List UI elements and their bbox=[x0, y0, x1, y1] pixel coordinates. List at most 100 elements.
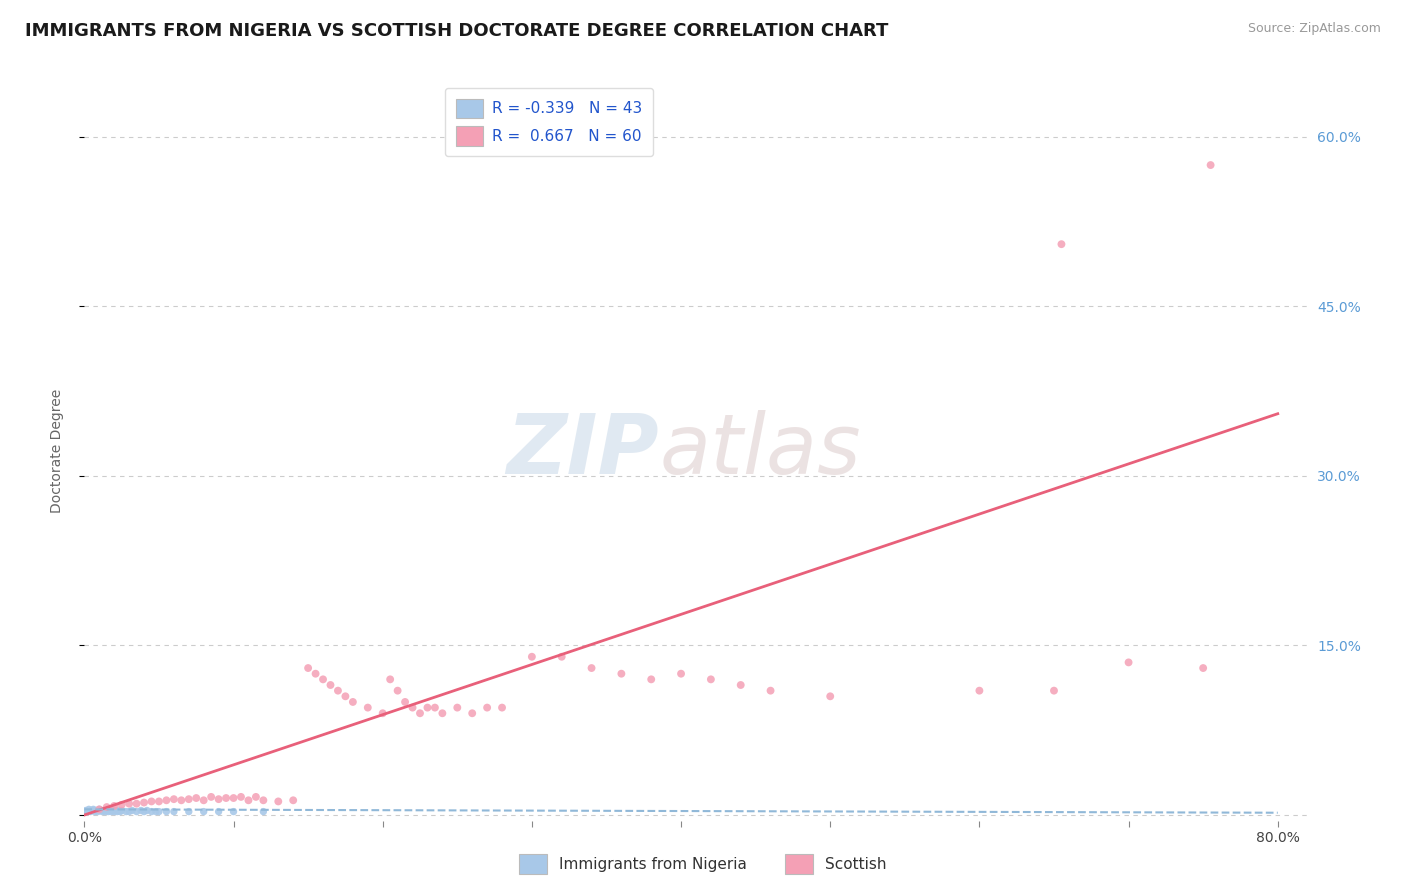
Point bbox=[170, 793, 193, 807]
Point bbox=[416, 700, 439, 714]
Point bbox=[121, 804, 143, 818]
Text: atlas: atlas bbox=[659, 410, 860, 491]
Point bbox=[148, 794, 170, 808]
Point bbox=[111, 797, 134, 812]
Point bbox=[141, 794, 163, 808]
Point bbox=[193, 805, 215, 819]
Point bbox=[387, 683, 409, 698]
Point bbox=[155, 793, 177, 807]
Point bbox=[100, 805, 122, 819]
Point bbox=[207, 792, 229, 806]
Point bbox=[297, 661, 319, 675]
Point bbox=[222, 805, 245, 819]
Point bbox=[342, 695, 364, 709]
Point bbox=[238, 793, 260, 807]
Point bbox=[186, 791, 208, 805]
Point bbox=[207, 805, 229, 819]
Point bbox=[222, 791, 245, 805]
Point bbox=[818, 690, 841, 704]
Point bbox=[107, 804, 129, 818]
Y-axis label: Doctorate Degree: Doctorate Degree bbox=[49, 388, 63, 513]
Point bbox=[118, 805, 141, 819]
Point bbox=[491, 700, 513, 714]
Point bbox=[101, 804, 124, 818]
Point bbox=[125, 797, 148, 811]
Point bbox=[475, 700, 498, 714]
Point bbox=[200, 789, 222, 804]
Point bbox=[82, 802, 104, 816]
Point bbox=[551, 649, 574, 664]
Point bbox=[155, 805, 177, 819]
Point bbox=[132, 805, 155, 819]
Point bbox=[77, 802, 100, 816]
Point bbox=[371, 706, 394, 721]
Point bbox=[252, 793, 274, 807]
Legend: R = -0.339   N = 43, R =  0.667   N = 60: R = -0.339 N = 43, R = 0.667 N = 60 bbox=[446, 88, 654, 156]
Point bbox=[380, 673, 402, 687]
Point bbox=[357, 700, 380, 714]
Point bbox=[1192, 661, 1215, 675]
Point bbox=[461, 706, 484, 721]
Point bbox=[1043, 683, 1066, 698]
Point bbox=[129, 804, 152, 818]
Text: Source: ZipAtlas.com: Source: ZipAtlas.com bbox=[1247, 22, 1381, 36]
Point bbox=[610, 666, 633, 681]
Point bbox=[93, 804, 115, 818]
Point bbox=[84, 804, 107, 818]
Point bbox=[215, 791, 238, 805]
Point bbox=[1118, 656, 1140, 670]
Point bbox=[446, 700, 468, 714]
Point bbox=[89, 802, 111, 816]
Point bbox=[75, 804, 97, 818]
Point bbox=[79, 805, 101, 819]
Point bbox=[335, 690, 357, 704]
Point bbox=[730, 678, 752, 692]
Point bbox=[177, 805, 200, 819]
Point bbox=[229, 789, 252, 804]
Point bbox=[177, 792, 200, 806]
Point bbox=[409, 706, 432, 721]
Point bbox=[108, 805, 131, 819]
Point bbox=[423, 700, 446, 714]
Point bbox=[520, 649, 543, 664]
Point bbox=[640, 673, 662, 687]
Point bbox=[432, 706, 454, 721]
Point bbox=[96, 804, 118, 818]
Point bbox=[252, 805, 274, 819]
Point bbox=[80, 804, 103, 818]
Text: IMMIGRANTS FROM NIGERIA VS SCOTTISH DOCTORATE DEGREE CORRELATION CHART: IMMIGRANTS FROM NIGERIA VS SCOTTISH DOCT… bbox=[25, 22, 889, 40]
Point bbox=[111, 804, 134, 818]
Point bbox=[103, 799, 125, 814]
Point bbox=[163, 805, 186, 819]
Point bbox=[304, 666, 326, 681]
Point bbox=[267, 794, 290, 808]
Point bbox=[283, 793, 305, 807]
Point bbox=[145, 805, 167, 819]
Point bbox=[118, 797, 141, 811]
Point bbox=[1199, 158, 1222, 172]
Point bbox=[91, 805, 114, 819]
Point bbox=[136, 804, 159, 818]
Point bbox=[105, 805, 128, 819]
Point bbox=[312, 673, 335, 687]
Point bbox=[90, 804, 112, 818]
Point bbox=[669, 666, 692, 681]
Point bbox=[1050, 237, 1073, 252]
Point bbox=[394, 695, 416, 709]
Text: ZIP: ZIP bbox=[506, 410, 659, 491]
Point bbox=[401, 700, 423, 714]
Point bbox=[87, 805, 110, 819]
Point bbox=[581, 661, 603, 675]
Point bbox=[326, 683, 349, 698]
Point bbox=[103, 805, 125, 819]
Point bbox=[759, 683, 782, 698]
Point bbox=[83, 805, 105, 819]
Point bbox=[163, 792, 186, 806]
Point bbox=[969, 683, 991, 698]
Point bbox=[245, 789, 267, 804]
Point bbox=[319, 678, 342, 692]
Point bbox=[115, 805, 138, 819]
Point bbox=[76, 805, 98, 819]
Point bbox=[700, 673, 723, 687]
Point bbox=[132, 796, 155, 810]
